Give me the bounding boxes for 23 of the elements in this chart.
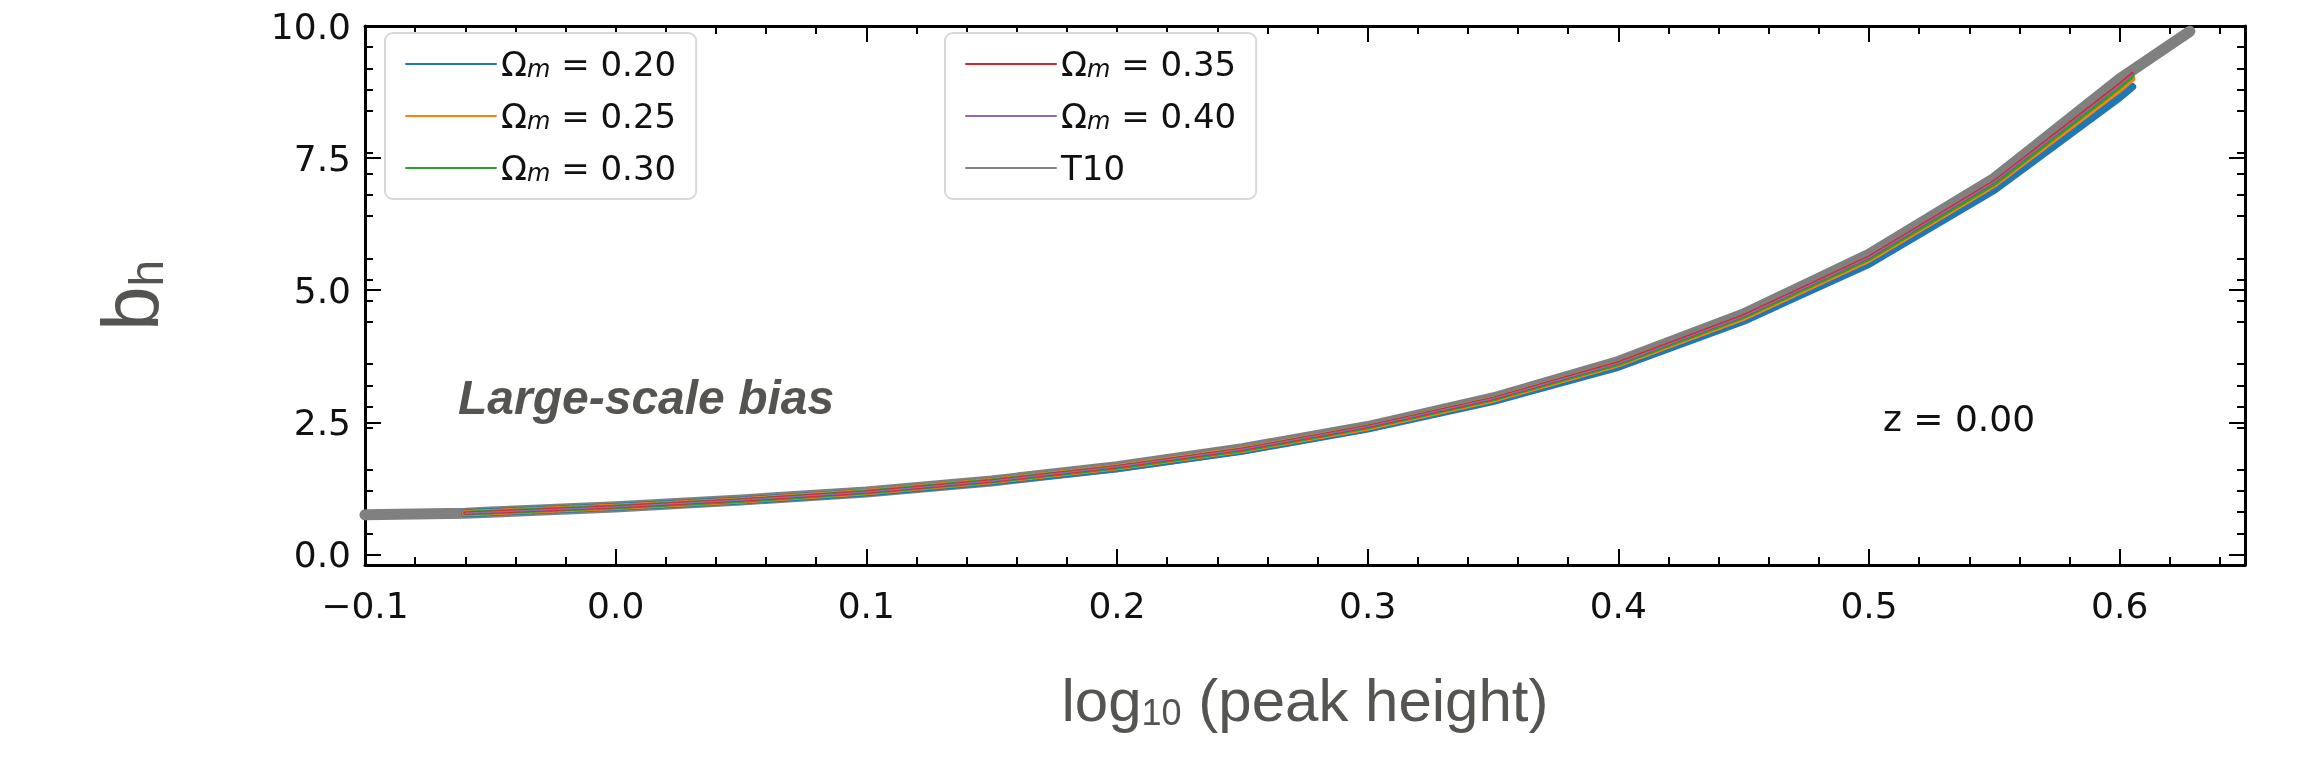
y-axis-title: bh (85, 259, 175, 332)
y-tick-label: 7.5 (293, 137, 351, 179)
x-tick-label: 0.2 (1088, 584, 1146, 626)
x-tick-label: −0.1 (321, 584, 409, 626)
y-tick-label: 0.0 (293, 533, 351, 575)
legend-label: Ωm = 0.30 (501, 148, 677, 188)
x-tick-label: 0.3 (1339, 584, 1397, 626)
annotation: z = 0.00 (1883, 397, 2036, 439)
legend-label: Ωm = 0.40 (1061, 96, 1237, 136)
legend-label: T10 (1060, 148, 1126, 188)
x-tick-label: 0.4 (1589, 584, 1647, 626)
x-tick-label: 0.5 (1840, 584, 1898, 626)
x-tick-label: 0.6 (2091, 584, 2149, 626)
annotation: Large-scale bias (458, 370, 835, 424)
y-tick-label: 10.0 (270, 5, 351, 47)
legend-label: Ωm = 0.35 (1061, 44, 1237, 84)
x-tick-label: 0.1 (837, 584, 895, 626)
legend-label: Ωm = 0.25 (501, 96, 677, 136)
y-tick-label: 2.5 (293, 401, 351, 443)
text: 0.0 (587, 584, 645, 626)
legend-label: Ωm = 0.20 (501, 44, 677, 84)
x-axis-title: log10 (peak height) (1061, 666, 1549, 734)
y-tick-label: 5.0 (293, 269, 351, 311)
